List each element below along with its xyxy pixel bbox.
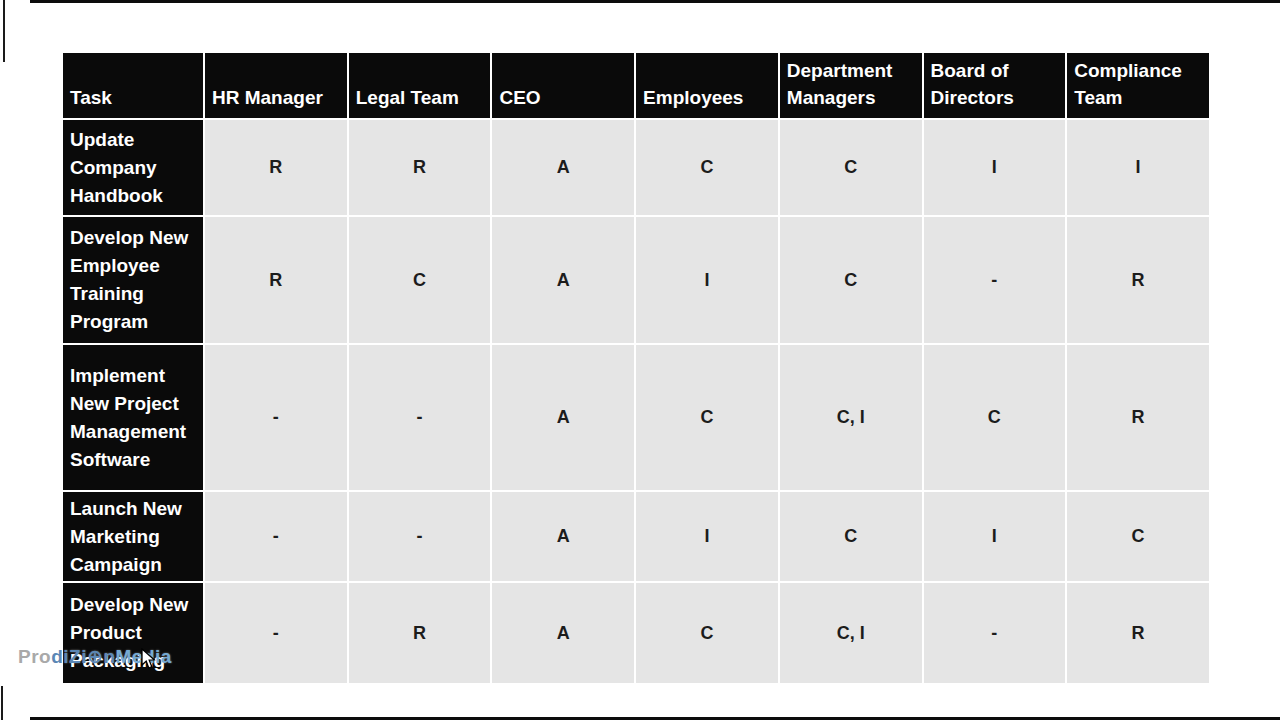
raci-cell: - — [205, 345, 347, 490]
raci-cell: C — [1067, 492, 1209, 581]
raci-cell: I — [636, 217, 778, 343]
raci-cell: A — [492, 120, 634, 215]
raci-cell: R — [1067, 583, 1209, 683]
col-header-task: Task — [63, 53, 203, 118]
header-row: Task HR Manager Legal Team CEO Employees… — [63, 53, 1209, 118]
col-header-board-of-directors: Board of Directors — [924, 53, 1066, 118]
col-header-compliance-team: Compliance Team — [1067, 53, 1209, 118]
raci-cell: I — [1067, 120, 1209, 215]
task-label: Implement New Project Management Softwar… — [63, 345, 203, 490]
col-header-hr-manager: HR Manager — [205, 53, 347, 118]
raci-cell: R — [1067, 217, 1209, 343]
task-label: Develop New Employee Training Program — [63, 217, 203, 343]
col-header-ceo: CEO — [492, 53, 634, 118]
raci-cell: I — [636, 492, 778, 581]
raci-cell: C — [636, 120, 778, 215]
raci-cell: C — [636, 583, 778, 683]
raci-cell: I — [924, 120, 1066, 215]
raci-cell: - — [924, 217, 1066, 343]
table-row: Launch New Marketing Campaign - - A I C … — [63, 492, 1209, 581]
watermark-brand: diZi⊕n — [51, 646, 115, 667]
raci-cell: C — [349, 217, 491, 343]
task-label: Develop New Product Packaging — [63, 583, 203, 683]
raci-cell: - — [205, 492, 347, 581]
frame-line-top — [30, 0, 1280, 3]
table-row: Develop New Product Packaging - R A C C,… — [63, 583, 1209, 683]
raci-cell: - — [349, 345, 491, 490]
task-label: Update Company Handbook — [63, 120, 203, 215]
frame-line-left-bottom — [1, 686, 3, 720]
raci-cell: - — [349, 492, 491, 581]
raci-cell: C — [780, 492, 922, 581]
frame-line-left-top — [3, 0, 5, 62]
col-header-employees: Employees — [636, 53, 778, 118]
raci-cell: C — [636, 345, 778, 490]
raci-cell: R — [205, 120, 347, 215]
col-header-legal-team: Legal Team — [349, 53, 491, 118]
raci-cell: C — [780, 120, 922, 215]
table-row: Implement New Project Management Softwar… — [63, 345, 1209, 490]
table-row: Update Company Handbook R R A C C I I — [63, 120, 1209, 215]
raci-cell: A — [492, 583, 634, 683]
raci-cell: C, I — [780, 345, 922, 490]
raci-cell: R — [1067, 345, 1209, 490]
raci-cell: R — [349, 583, 491, 683]
raci-cell: A — [492, 492, 634, 581]
col-header-department-managers: Department Managers — [780, 53, 922, 118]
raci-cell: C — [924, 345, 1066, 490]
mouse-cursor-icon — [140, 648, 156, 670]
raci-cell: C — [780, 217, 922, 343]
raci-cell: - — [205, 583, 347, 683]
raci-cell: I — [924, 492, 1066, 581]
raci-cell: - — [924, 583, 1066, 683]
task-label: Launch New Marketing Campaign — [63, 492, 203, 581]
raci-cell: R — [349, 120, 491, 215]
watermark-prefix: Pro — [18, 646, 51, 667]
slide: Task HR Manager Legal Team CEO Employees… — [0, 0, 1280, 720]
table-row: Develop New Employee Training Program R … — [63, 217, 1209, 343]
raci-cell: R — [205, 217, 347, 343]
raci-cell: A — [492, 345, 634, 490]
raci-matrix-table: Task HR Manager Legal Team CEO Employees… — [61, 51, 1211, 685]
raci-cell: A — [492, 217, 634, 343]
raci-cell: C, I — [780, 583, 922, 683]
